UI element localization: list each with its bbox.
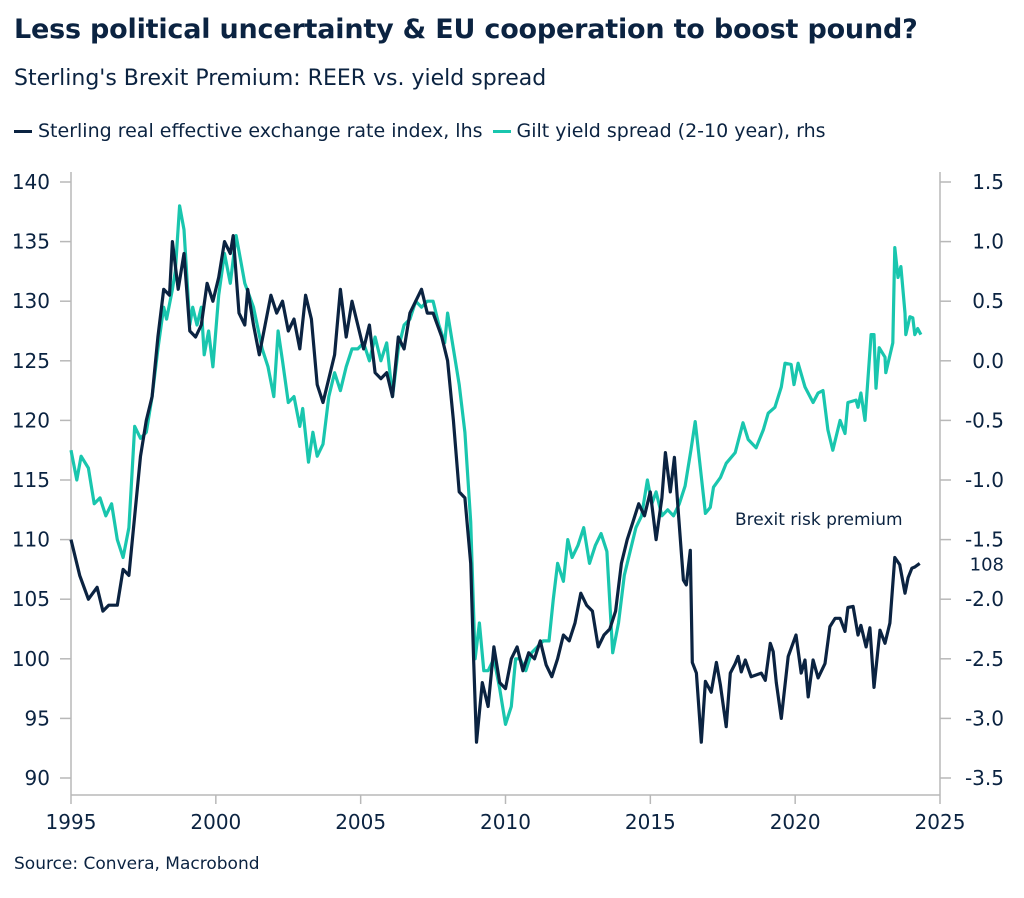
left-tick-label: 105 — [12, 587, 50, 611]
reer-line — [69, 234, 921, 744]
right-tick-label: -3.5 — [965, 766, 1004, 790]
legend-swatch-reer — [14, 129, 32, 133]
right-tick-label: 0.0 — [972, 349, 1004, 373]
chart-subtitle: Sterling's Brexit Premium: REER vs. yiel… — [14, 66, 547, 91]
left-tick-label: 110 — [12, 528, 50, 552]
legend: Sterling real effective exchange rate in… — [14, 120, 836, 142]
last-value-label-bg — [958, 550, 1006, 577]
source-note: Source: Convera, Macrobond — [14, 854, 260, 874]
legend-item-spread: Gilt yield spread (2-10 year), rhs — [492, 120, 826, 142]
right-tick-label: 0.5 — [972, 289, 1004, 313]
x-tick-label: 2000 — [190, 810, 241, 834]
right-tick-label: 1.0 — [972, 230, 1004, 254]
left-tick-label: 135 — [12, 230, 50, 254]
legend-label-reer: Sterling real effective exchange rate in… — [38, 120, 483, 142]
x-tick-label: 2025 — [915, 810, 966, 834]
spread-line — [69, 204, 923, 726]
right-tick-label: -1.5 — [965, 528, 1004, 552]
left-tick-label: 120 — [12, 408, 50, 432]
right-tick-label: -0.5 — [965, 408, 1004, 432]
left-tick-label: 125 — [12, 349, 50, 373]
left-tick-label: 90 — [25, 766, 50, 790]
last-value-label: 108 — [970, 554, 1004, 575]
x-tick-label: 1995 — [46, 810, 97, 834]
left-tick-label: 140 — [12, 170, 50, 194]
right-tick-label: -2.5 — [965, 647, 1004, 671]
right-tick-label: 1.5 — [972, 170, 1004, 194]
right-tick-label: -3.0 — [965, 706, 1004, 730]
left-tick-label: 100 — [12, 647, 50, 671]
x-tick-label: 2015 — [625, 810, 676, 834]
x-tick-label: 2010 — [480, 810, 531, 834]
annotation-brexit-risk-premium: Brexit risk premium — [735, 510, 903, 530]
right-tick-label: -1.0 — [965, 468, 1004, 492]
x-tick-label: 2005 — [335, 810, 386, 834]
x-tick-label: 2020 — [770, 810, 821, 834]
left-tick-label: 115 — [12, 468, 50, 492]
legend-label-spread: Gilt yield spread (2-10 year), rhs — [516, 120, 826, 142]
legend-swatch-spread — [492, 129, 511, 133]
right-tick-label: -2.0 — [965, 587, 1004, 611]
legend-item-reer: Sterling real effective exchange rate in… — [14, 120, 483, 142]
chart-title: Less political uncertainty & EU cooperat… — [14, 14, 918, 45]
left-tick-label: 95 — [25, 706, 50, 730]
left-tick-label: 130 — [12, 289, 50, 313]
